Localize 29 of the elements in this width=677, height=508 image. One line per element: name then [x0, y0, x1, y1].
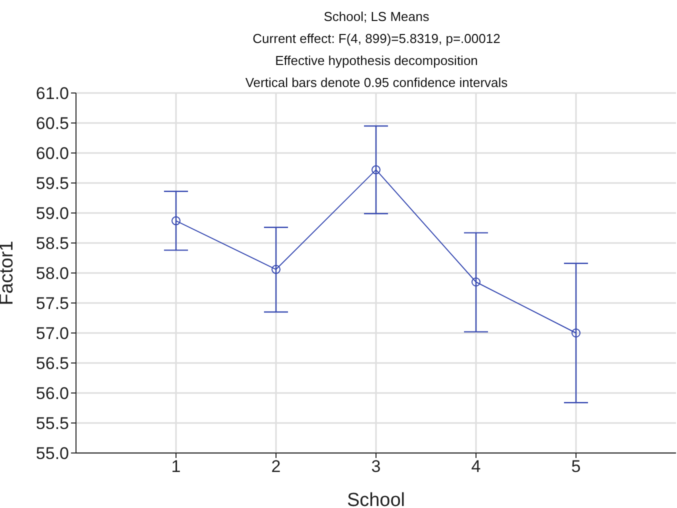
y-tick-label: 56.0: [36, 384, 69, 404]
x-tick-label: 2: [271, 457, 281, 476]
y-tick-label: 57.0: [36, 324, 69, 344]
y-tick-label: 55.0: [36, 444, 69, 464]
y-tick-label: 55.5: [36, 414, 69, 434]
y-tick-label: 61.0: [36, 84, 69, 104]
y-tick-label: 58.5: [36, 234, 69, 254]
point: [272, 264, 280, 274]
y-tick-label: 58.0: [36, 264, 69, 284]
y-tick-label: 59.0: [36, 204, 69, 224]
point: [372, 165, 380, 174]
x-axis-title: School: [346, 490, 406, 508]
y-axis-title: Factor1: [0, 240, 18, 306]
text: Vertical bars denote 0.95 confidence intervals: [244, 74, 509, 92]
y-tick-label: 57.5: [36, 294, 69, 314]
text: Effective hypothesis decomposition: [274, 52, 479, 70]
y-tick-label: 60.0: [36, 144, 69, 164]
y-tick-label: 59.5: [36, 174, 69, 194]
x-tick-label: 1: [171, 457, 181, 476]
x-tick-label: 3: [371, 457, 381, 476]
chart-title: School; LS Means: [322, 8, 430, 26]
point: [572, 328, 580, 338]
point: [172, 216, 180, 226]
point: [472, 278, 480, 286]
x-tick-label: 4: [471, 457, 481, 476]
y-tick-label: 56.5: [36, 354, 69, 374]
y-tick-label: 60.5: [36, 114, 69, 134]
chart-subtitle: Current effect: F(4, 899)=5.8319, p=.00012: [252, 30, 502, 48]
x-tick-label: 5: [571, 457, 581, 476]
